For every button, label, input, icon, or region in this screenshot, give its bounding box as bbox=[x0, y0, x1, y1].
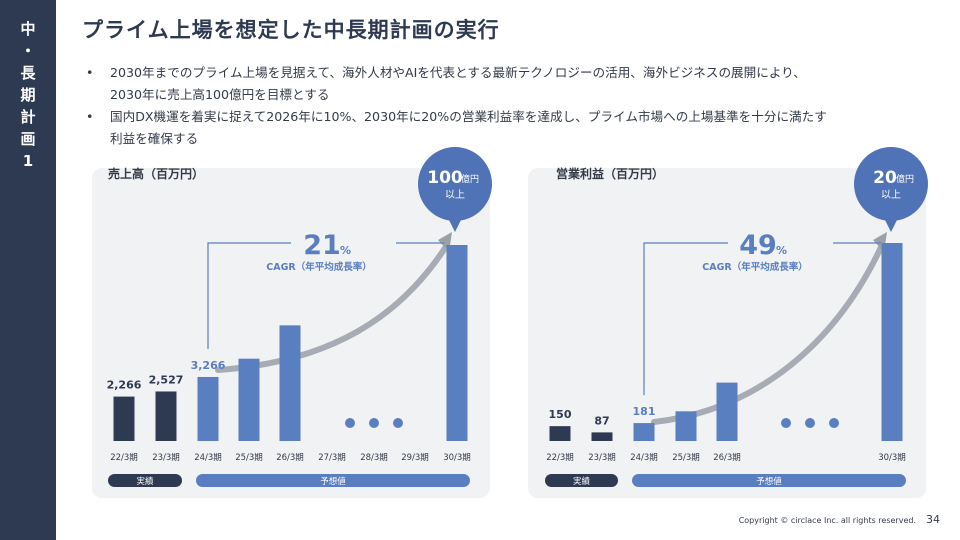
sales-tick-label: 24/3期 bbox=[194, 453, 222, 463]
sales-chart-title: 売上高（百万円） bbox=[108, 166, 204, 181]
sales-data-label: 2,527 bbox=[149, 373, 184, 386]
sidebar-char: 画 bbox=[20, 130, 36, 148]
profit-bubble-suffix: 以上 bbox=[881, 189, 901, 201]
sales-bar bbox=[155, 391, 177, 441]
sales-bar bbox=[113, 396, 135, 441]
profit-chart-panel bbox=[528, 168, 926, 498]
profit-bubble-value: 20 bbox=[873, 168, 897, 188]
profit-tick-label: 25/3期 bbox=[672, 453, 700, 463]
bullet-item: 国内DX機運を着実に捉えて2026年に10%、2030年に20%の営業利益率を達… bbox=[86, 106, 946, 150]
footer: Copyright © circlace Inc. all rights res… bbox=[739, 513, 940, 526]
profit-target-bubble bbox=[854, 147, 928, 221]
sidebar-char: 計 bbox=[20, 108, 36, 126]
sales-ellipsis-dot bbox=[393, 418, 403, 428]
page-number: 34 bbox=[926, 513, 940, 526]
sales-tick-label: 23/3期 bbox=[152, 453, 180, 463]
bullet-list: 2030年までのプライム上場を見据えて、海外人材やAIを代表とする最新テクノロジ… bbox=[86, 62, 946, 150]
sidebar-section-label: 中 ・ 長 期 計 画 1 bbox=[0, 18, 56, 172]
sidebar-char: 長 bbox=[20, 64, 36, 82]
page-title: プライム上場を想定した中長期計画の実行 bbox=[82, 18, 500, 42]
sales-cagr-value: 21 bbox=[303, 230, 341, 261]
sales-tick-label: 27/3期 bbox=[318, 453, 346, 463]
profit-forecast-pill bbox=[632, 474, 906, 487]
profit-tick-label: 26/3期 bbox=[713, 453, 741, 463]
sales-actual-pill bbox=[108, 474, 182, 487]
profit-bar bbox=[633, 423, 655, 441]
sales-bubble-unit: 億円 bbox=[461, 173, 479, 185]
sales-cagr-bracket bbox=[207, 242, 291, 349]
sales-bar bbox=[238, 358, 260, 441]
profit-tick-label: 30/3期 bbox=[878, 453, 906, 463]
sales-cagr-label: CAGR（年平均成長率） bbox=[266, 261, 371, 273]
sales-bar bbox=[446, 245, 468, 441]
profit-data-label: 87 bbox=[594, 414, 609, 427]
sales-cagr-unit: % bbox=[340, 244, 351, 257]
bullet-line: 2030年に売上高100億円を目標とする bbox=[110, 87, 330, 102]
profit-ellipsis-dot bbox=[805, 418, 815, 428]
sales-ellipsis-dot bbox=[345, 418, 355, 428]
profit-bar bbox=[675, 411, 697, 441]
sales-forecast-label: 予想値 bbox=[320, 476, 346, 487]
sales-data-label: 3,266 bbox=[191, 359, 226, 372]
profit-tick-label: 23/3期 bbox=[588, 453, 616, 463]
sales-bar bbox=[197, 376, 219, 441]
sales-bubble-value: 100 bbox=[427, 168, 463, 188]
sidebar-char: 中 bbox=[20, 20, 36, 38]
bullet-line: 利益を確保する bbox=[110, 131, 199, 146]
sales-data-label: 2,266 bbox=[107, 379, 142, 392]
sales-tick-label: 26/3期 bbox=[276, 453, 304, 463]
sales-bar bbox=[279, 325, 301, 441]
sales-actual-label: 実績 bbox=[136, 476, 154, 487]
bullet-line: 2030年までのプライム上場を見据えて、海外人材やAIを代表とする最新テクノロジ… bbox=[110, 65, 806, 80]
sales-tick-label: 30/3期 bbox=[443, 453, 471, 463]
profit-ellipsis-dot bbox=[781, 418, 791, 428]
profit-data-label: 181 bbox=[633, 405, 656, 418]
profit-actual-label: 実績 bbox=[573, 476, 591, 487]
profit-data-label: 150 bbox=[549, 408, 572, 421]
profit-tick-label: 24/3期 bbox=[630, 453, 658, 463]
sidebar-char: ・ bbox=[20, 42, 36, 60]
profit-bubble-unit: 億円 bbox=[896, 173, 914, 185]
sales-tick-label: 25/3期 bbox=[235, 453, 263, 463]
profit-bar bbox=[549, 426, 571, 441]
bullet-line: 国内DX機運を着実に捉えて2026年に10%、2030年に20%の営業利益率を達… bbox=[110, 109, 827, 124]
profit-bar bbox=[591, 432, 613, 441]
profit-tick-label: 22/3期 bbox=[546, 453, 574, 463]
profit-cagr-bracket bbox=[643, 242, 728, 396]
sidebar-char: 期 bbox=[20, 86, 36, 104]
profit-bar bbox=[881, 243, 903, 441]
sidebar-char: 1 bbox=[22, 152, 34, 170]
profit-cagr-value: 49 bbox=[739, 230, 777, 261]
sales-tick-label: 29/3期 bbox=[401, 453, 429, 463]
sales-tick-label: 28/3期 bbox=[360, 453, 388, 463]
sales-target-bubble bbox=[418, 147, 492, 221]
sidebar: 中 ・ 長 期 計 画 1 bbox=[0, 0, 56, 540]
bullet-item: 2030年までのプライム上場を見据えて、海外人材やAIを代表とする最新テクノロジ… bbox=[86, 62, 946, 106]
profit-cagr-label: CAGR（年平均成長率） bbox=[702, 261, 807, 273]
profit-cagr-unit: % bbox=[776, 244, 787, 257]
sales-tick-label: 22/3期 bbox=[110, 453, 138, 463]
profit-chart-title: 営業利益（百万円） bbox=[556, 166, 664, 181]
profit-ellipsis-dot bbox=[829, 418, 839, 428]
sales-bubble-suffix: 以上 bbox=[445, 189, 465, 201]
profit-bar bbox=[716, 382, 738, 441]
profit-forecast-label: 予想値 bbox=[756, 476, 782, 487]
copyright-text: Copyright © circlace Inc. all rights res… bbox=[738, 516, 916, 525]
sales-forecast-pill bbox=[196, 474, 470, 487]
sales-ellipsis-dot bbox=[369, 418, 379, 428]
profit-actual-pill bbox=[545, 474, 618, 487]
